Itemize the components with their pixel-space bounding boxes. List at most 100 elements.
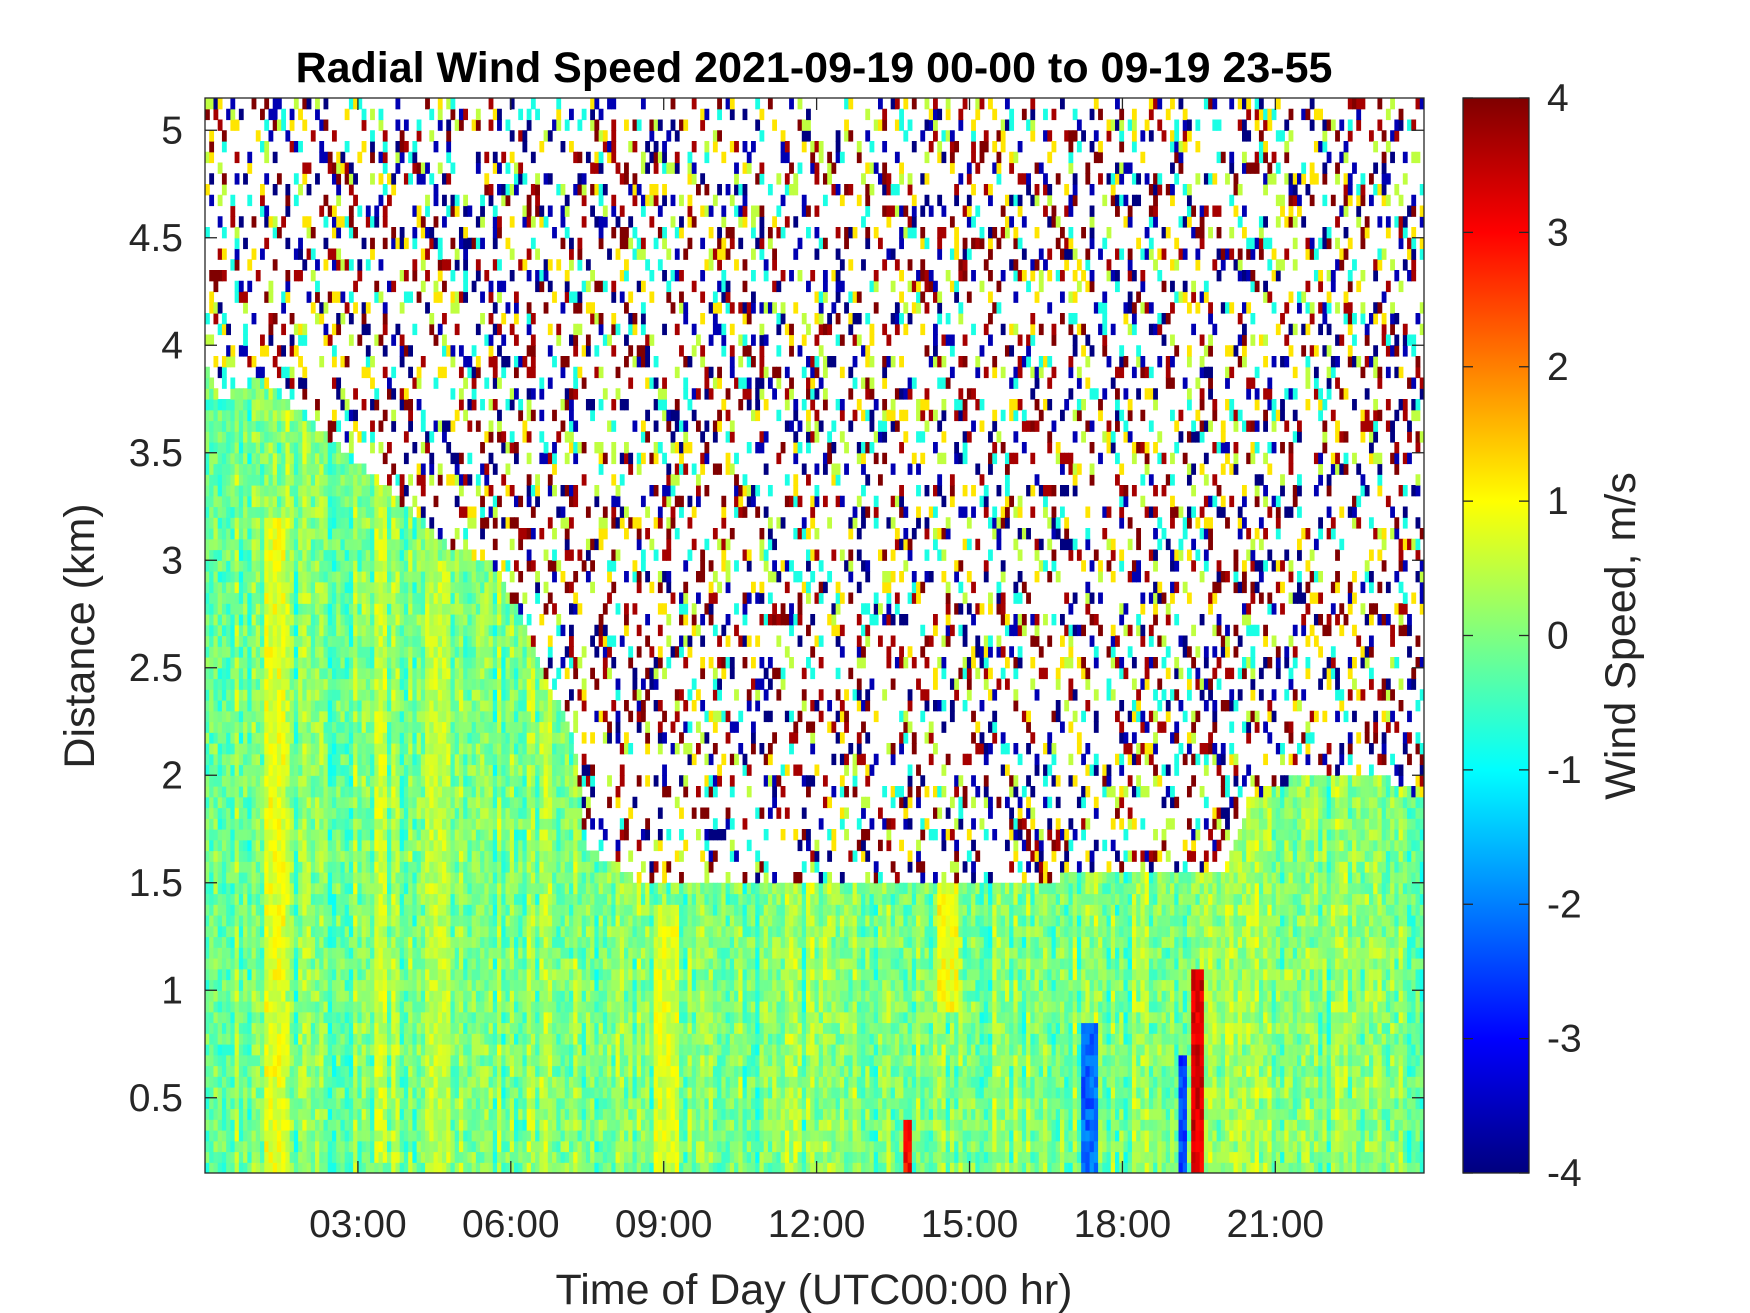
heatmap-cell xyxy=(323,1044,329,1056)
heatmap-cell xyxy=(327,646,333,658)
heatmap-cell xyxy=(429,463,435,475)
heatmap-cell xyxy=(247,1076,253,1088)
heatmap-cell xyxy=(281,1140,287,1153)
heatmap-cell xyxy=(353,280,358,293)
heatmap-cell xyxy=(454,839,460,852)
heatmap-cell xyxy=(243,442,248,454)
heatmap-cell xyxy=(361,786,367,798)
heatmap-cell xyxy=(323,1151,329,1163)
heatmap-cell xyxy=(463,721,469,733)
heatmap-cell xyxy=(247,452,253,465)
heatmap-cell xyxy=(433,1044,439,1056)
heatmap-cell xyxy=(336,216,342,228)
heatmap-cell xyxy=(433,936,439,948)
heatmap-cell xyxy=(336,1022,342,1034)
heatmap-cell xyxy=(374,958,380,970)
heatmap-cell xyxy=(247,377,253,389)
heatmap-cell xyxy=(387,1119,392,1131)
heatmap-cell xyxy=(221,1108,227,1120)
heatmap-cell xyxy=(336,1108,342,1120)
heatmap-cell xyxy=(260,1130,265,1142)
heatmap-cell xyxy=(374,1097,380,1110)
heatmap-cell xyxy=(475,1097,481,1110)
heatmap-cell xyxy=(408,624,413,637)
heatmap-cell xyxy=(370,237,375,250)
heatmap-cell xyxy=(442,947,447,959)
heatmap-cell xyxy=(412,925,418,938)
heatmap-cell xyxy=(293,743,299,755)
heatmap-cell xyxy=(251,1011,257,1024)
heatmap-cell xyxy=(298,753,303,766)
heatmap-cell xyxy=(276,882,282,895)
heatmap-cell xyxy=(437,1065,443,1077)
heatmap-cell xyxy=(374,1033,380,1045)
heatmap-cell xyxy=(310,1130,316,1142)
heatmap-cell xyxy=(463,108,469,121)
heatmap-cell xyxy=(348,646,354,658)
heatmap-cell xyxy=(276,571,282,583)
heatmap-cell xyxy=(361,872,367,884)
heatmap-cell xyxy=(285,291,291,303)
heatmap-cell xyxy=(429,237,435,250)
heatmap-cell xyxy=(221,270,227,282)
heatmap-cell xyxy=(458,1108,464,1120)
heatmap-cell xyxy=(319,775,325,787)
heatmap-cell xyxy=(213,495,219,508)
heatmap-cell xyxy=(221,968,227,981)
heatmap-cell xyxy=(387,893,392,905)
heatmap-cell xyxy=(217,194,223,207)
heatmap-cell xyxy=(429,657,435,669)
heatmap-cell xyxy=(361,635,367,647)
heatmap-cell xyxy=(268,1087,274,1099)
heatmap-cell xyxy=(353,194,358,207)
heatmap-cell xyxy=(255,861,261,873)
heatmap-cell xyxy=(336,947,342,959)
heatmap-cell xyxy=(226,667,231,680)
heatmap-cell xyxy=(221,538,227,551)
heatmap-cell xyxy=(374,646,380,658)
heatmap-cell xyxy=(213,603,219,615)
heatmap-cell xyxy=(378,291,384,303)
heatmap-cell xyxy=(361,915,367,927)
heatmap-cell xyxy=(399,979,405,991)
heatmap-cell xyxy=(319,839,325,852)
heatmap-cell xyxy=(226,753,231,766)
heatmap-cell xyxy=(442,925,447,938)
heatmap-cell xyxy=(289,764,295,776)
heatmap-cell xyxy=(475,807,481,819)
heatmap-cell xyxy=(234,603,240,615)
heatmap-cell xyxy=(442,915,447,927)
heatmap-cell xyxy=(442,431,447,443)
heatmap-cell xyxy=(217,635,223,647)
heatmap-cell xyxy=(221,743,227,755)
heatmap-cell xyxy=(361,882,367,895)
heatmap-cell xyxy=(319,646,325,658)
heatmap-cell xyxy=(370,958,375,970)
heatmap-cell xyxy=(289,635,295,647)
heatmap-cell xyxy=(209,915,215,927)
heatmap-cell xyxy=(319,1162,325,1173)
heatmap-cell xyxy=(315,614,320,626)
heatmap-cell xyxy=(450,721,456,733)
heatmap-cell xyxy=(416,872,422,884)
heatmap-cell xyxy=(276,872,282,884)
heatmap-cell xyxy=(323,592,329,604)
heatmap-cell xyxy=(331,678,337,690)
heatmap-cell xyxy=(298,452,303,465)
heatmap-cell xyxy=(268,549,274,561)
heatmap-cell xyxy=(442,979,447,991)
heatmap-cell xyxy=(289,141,295,153)
heatmap-cell xyxy=(285,1054,291,1067)
heatmap-cell xyxy=(272,495,278,508)
heatmap-cell xyxy=(467,667,473,680)
heatmap-cell xyxy=(221,678,227,690)
heatmap-cell xyxy=(251,1033,257,1045)
heatmap-cell xyxy=(260,614,265,626)
heatmap-cell xyxy=(293,603,299,615)
heatmap-cell xyxy=(365,571,371,583)
heatmap-cell xyxy=(370,904,375,916)
heatmap-cell xyxy=(395,958,401,970)
heatmap-cell xyxy=(255,1087,261,1099)
heatmap-cell xyxy=(306,700,312,712)
heatmap-cell xyxy=(238,807,244,819)
